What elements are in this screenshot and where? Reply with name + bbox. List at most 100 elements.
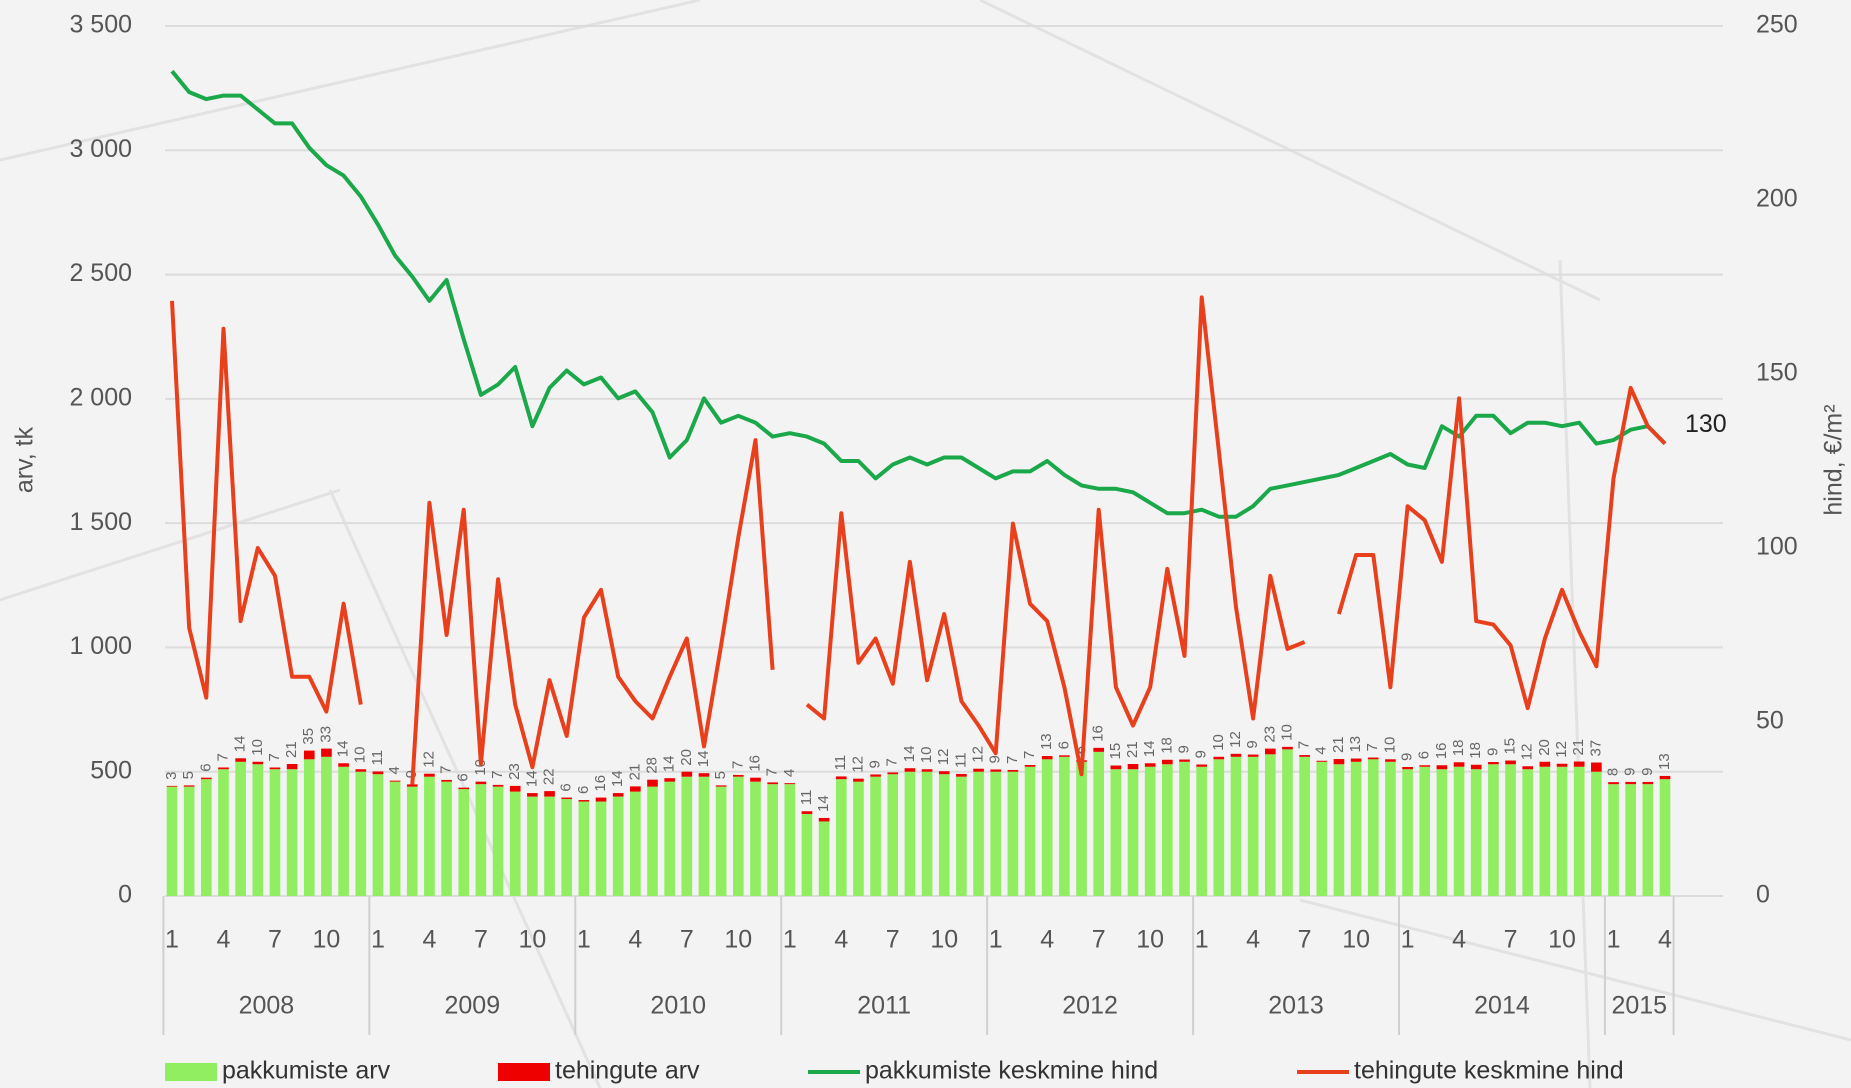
x-tick-label: 7 [474, 926, 488, 954]
year-label: 2014 [1474, 992, 1530, 1020]
x-tick-label: 7 [1092, 926, 1106, 954]
data-label: 16 [746, 755, 763, 772]
bar [870, 776, 881, 896]
x-tick-label: 7 [1298, 926, 1312, 954]
data-label: 16 [1433, 743, 1450, 760]
bar [1299, 756, 1310, 896]
bar [321, 748, 332, 757]
x-tick-label: 1 [1607, 926, 1621, 954]
bar [647, 786, 658, 896]
y2-tick-label: 50 [1756, 707, 1784, 735]
x-tick-label: 1 [165, 926, 179, 954]
data-label: 7 [214, 753, 231, 761]
bar [527, 793, 538, 797]
data-label: 5 [712, 771, 729, 779]
data-label: 21 [626, 764, 643, 781]
bar [1230, 756, 1242, 896]
x-tick-label: 10 [1548, 926, 1576, 954]
data-label: 21 [1570, 739, 1587, 756]
data-label: 9 [1622, 768, 1639, 776]
bar [681, 776, 693, 896]
bar [1522, 766, 1534, 770]
data-label: 14 [609, 770, 626, 787]
bar [1127, 764, 1139, 770]
bar [509, 785, 521, 792]
data-label: 14 [901, 746, 918, 763]
bar [1385, 759, 1396, 762]
data-label: 10 [249, 739, 266, 756]
bar [1642, 781, 1654, 785]
bar [1127, 769, 1139, 896]
bar [1539, 766, 1551, 896]
bar [973, 771, 984, 896]
x-tick-label: 4 [1246, 926, 1260, 954]
bar [1488, 762, 1499, 765]
data-label: 23 [1261, 726, 1278, 743]
data-label: 4 [1313, 746, 1330, 754]
bar [218, 769, 229, 896]
data-label: 14 [232, 736, 249, 753]
bar [595, 801, 607, 896]
bar [595, 797, 607, 802]
data-label: 10 [1210, 734, 1227, 751]
y2-tick-label: 0 [1756, 881, 1770, 909]
x-tick-label: 4 [1452, 926, 1466, 954]
data-label: 9 [867, 760, 884, 768]
year-label: 2011 [857, 992, 911, 1020]
bar [612, 793, 624, 797]
data-label: 6 [455, 773, 472, 781]
year-label: 2008 [239, 992, 295, 1020]
data-label: 16 [592, 775, 609, 792]
data-label: 7 [729, 761, 746, 769]
bar [269, 769, 281, 896]
x-tick-label: 4 [1040, 926, 1054, 954]
y-tick-label: 500 [90, 756, 132, 784]
data-label: 13 [1656, 753, 1673, 770]
bar [1264, 754, 1276, 896]
bar [1608, 782, 1619, 785]
data-label: 7 [884, 758, 901, 766]
data-label: 7 [1296, 741, 1313, 749]
data-label: 8 [1604, 768, 1621, 776]
bar [1024, 765, 1036, 767]
bar [1402, 766, 1413, 770]
bar [1179, 759, 1190, 762]
data-label: 13 [1038, 733, 1055, 750]
bar [1024, 766, 1036, 896]
year-label: 2015 [1611, 992, 1667, 1020]
bar [801, 811, 813, 814]
bar [1608, 784, 1619, 896]
y2-tick-label: 150 [1756, 359, 1798, 387]
bar [1436, 769, 1448, 896]
bar [372, 771, 384, 775]
bar [1007, 771, 1019, 896]
bar [767, 782, 778, 785]
bar [1316, 761, 1328, 896]
bar [1659, 775, 1671, 780]
bar [732, 774, 744, 777]
data-label: 37 [1587, 740, 1604, 757]
bar [853, 781, 864, 896]
bar [338, 766, 349, 896]
bar [252, 764, 264, 896]
line [170, 295, 1667, 785]
bar [1470, 769, 1482, 896]
data-label: 15 [1502, 738, 1519, 755]
bar [441, 779, 452, 782]
bar [767, 784, 778, 896]
x-tick-label: 7 [886, 926, 900, 954]
bar [338, 763, 349, 767]
bar [612, 796, 624, 896]
bar [732, 776, 744, 896]
data-label: 33 [317, 726, 334, 743]
legend-swatch [165, 1063, 217, 1081]
data-label: 4 [386, 766, 403, 774]
annotation: 130 [1685, 410, 1727, 438]
data-label: 12 [849, 756, 866, 773]
x-tick-label: 1 [783, 926, 797, 954]
bar [1591, 762, 1602, 772]
data-label: 7 [266, 753, 283, 761]
bar [715, 785, 727, 787]
bar [1488, 764, 1499, 896]
bar [1213, 756, 1225, 760]
